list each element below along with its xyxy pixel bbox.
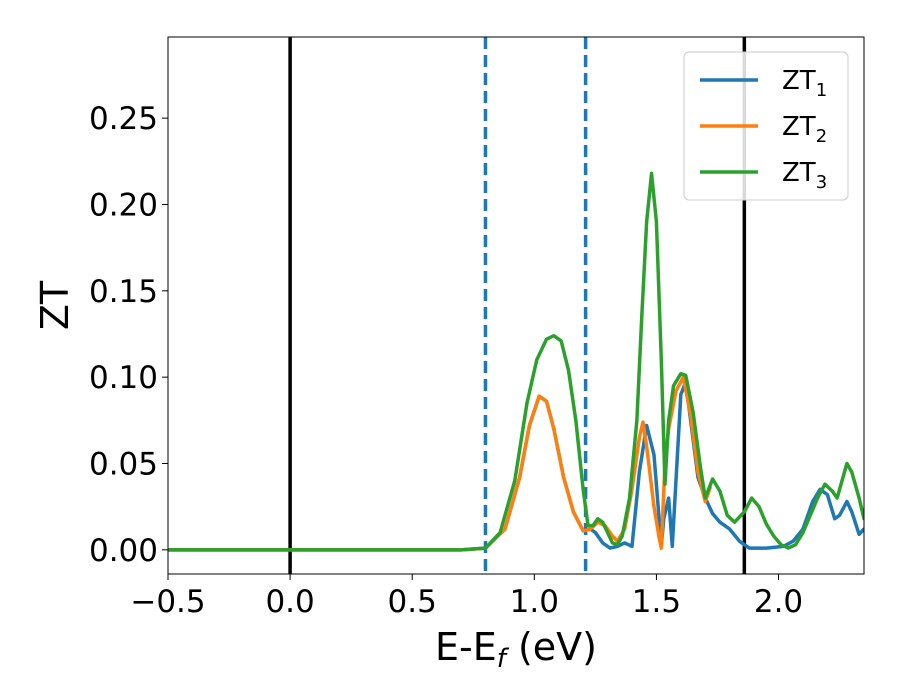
x-tick-label: −0.5 (130, 584, 205, 620)
y-tick-label: 0.15 (89, 274, 158, 310)
y-axis-label: ZT (33, 280, 77, 330)
plot-area (167, 36, 865, 575)
x-tick-label: 1.0 (510, 584, 559, 620)
x-tick-label: 0.5 (388, 584, 437, 620)
x-tick-label: 1.5 (632, 584, 681, 620)
legend-label: ZT1 (782, 66, 827, 101)
legend-label: ZT3 (782, 158, 827, 193)
legend: ZT1 ZT2 ZT3 (683, 51, 849, 201)
y-axis: 0.00 0.05 0.10 0.15 0.20 0.25 (89, 101, 168, 569)
legend-box (683, 51, 849, 201)
series-line-zt3 (168, 171, 864, 552)
y-tick-label: 0.10 (89, 360, 158, 396)
x-tick-label: 0.0 (265, 584, 314, 620)
y-tick-label: 0.25 (89, 101, 158, 137)
legend-label: ZT2 (782, 112, 827, 147)
series-line-zt2 (168, 375, 712, 552)
x-axis: −0.5 0.0 0.5 1.0 1.5 2.0 (130, 574, 803, 620)
y-tick-label: 0.00 (89, 533, 158, 569)
x-tick-label: 2.0 (754, 584, 803, 620)
series-lines (168, 171, 864, 552)
y-tick-label: 0.05 (89, 446, 158, 482)
y-tick-label: 0.20 (89, 187, 158, 223)
x-axis-label: E-Ef (eV) (435, 625, 597, 674)
